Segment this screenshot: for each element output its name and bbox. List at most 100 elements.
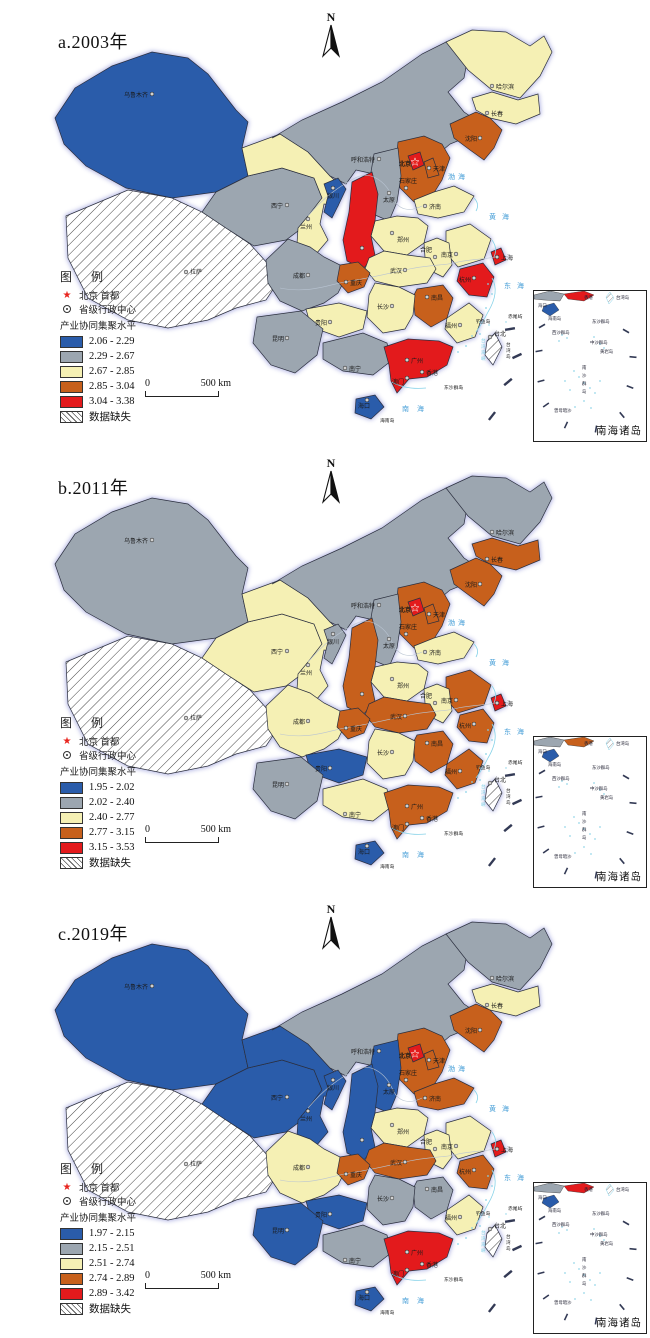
china-map-2003: 渤海 黄海 东海 南海 钓鱼岛 赤尾屿 东沙群岛 海南岛台湾岛台湾海峡乌鲁木齐 拉萨 西宁 兰州 银川… (40, 26, 560, 444)
inset-label: 曾母暗沙 (554, 853, 572, 860)
class-swatch (60, 365, 83, 378)
city-label: 兰州 (300, 669, 312, 677)
city-label: 昆明 (272, 336, 284, 343)
admin-center-icon (60, 305, 74, 313)
legend-title: 图 例 (60, 270, 112, 284)
north-label: N (326, 902, 336, 916)
city-label: 海口 (358, 1294, 370, 1302)
inset-label: 南 (582, 810, 587, 816)
city-label: 昆明 (272, 1228, 284, 1235)
province-陕西 (342, 171, 379, 270)
scale-bar-line (145, 1283, 219, 1289)
city-label: 银川 (327, 1084, 339, 1092)
class-swatch (60, 811, 83, 824)
admin-center-icon (60, 1197, 74, 1205)
inset-label: 台湾岛 (616, 740, 630, 747)
legend-metric-label: 产业协同集聚水平 (60, 1214, 137, 1224)
city-label: 西宁 (271, 648, 283, 656)
north-label: N (326, 456, 336, 470)
north-arrow-icon (321, 24, 341, 58)
city-label: 香港 (426, 1261, 438, 1269)
province-福建 (444, 302, 484, 344)
province-海南 (354, 394, 385, 420)
province-浙江 (456, 1154, 495, 1190)
inset-label: 海口 (538, 302, 547, 309)
missing-swatch (60, 1302, 83, 1315)
inset-label: 沙 (582, 819, 587, 824)
province-广东 (383, 338, 454, 394)
city-label: 武汉 (390, 267, 402, 275)
china-map-svg: 渤海黄海东海南海钓鱼岛赤尾屿东沙群岛海南岛台湾岛台湾海峡乌鲁木齐拉萨西宁兰州银川… (54, 921, 553, 1316)
city-label: 香港 (426, 815, 438, 823)
island-label: 湾 (481, 343, 486, 350)
province-湖北 (364, 250, 437, 288)
city-label: 成都 (293, 1164, 305, 1172)
inset-label: 海南岛 (548, 1207, 562, 1214)
capital-star-icon: ★ (62, 1181, 72, 1193)
inset-label: 香港 (584, 294, 593, 301)
city-label: 澳门 (392, 378, 404, 386)
island-label: 钓鱼岛 (476, 318, 491, 325)
province-西藏 (65, 635, 279, 775)
panel-title: a.2003年 (58, 32, 128, 52)
city-label: 贵阳 (315, 765, 327, 773)
city-label: 海口 (358, 402, 370, 410)
inset-label: 岛 (582, 834, 587, 841)
island-label: 湾 (506, 793, 511, 800)
province-新疆 (54, 497, 249, 645)
inset-label: 西沙群岛 (552, 1221, 570, 1228)
city-label: 长沙 (377, 749, 389, 757)
sea-label: 黄海 (489, 212, 515, 221)
admin-center-icon (60, 751, 74, 759)
city-label: 合肥 (420, 246, 432, 254)
island-label: 台 (506, 787, 511, 794)
province-云南 (252, 1202, 324, 1266)
legend-metric-label: 产业协同集聚水平 (60, 768, 137, 778)
sea-label: 东海 (504, 1173, 530, 1182)
city-label: 郑州 (397, 682, 409, 690)
city-label: 重庆 (350, 1171, 362, 1179)
city-label: 兰州 (300, 1115, 312, 1123)
sea-label: 南海 (402, 404, 432, 413)
south-china-sea-inset: 香港 台湾岛 海口 海南岛 东沙群岛 西沙群岛 中沙群岛 黄岩岛南沙群岛曾母暗沙 南海诸岛 (533, 290, 647, 442)
inset-label: 西沙群岛 (552, 775, 570, 782)
inset-label: 群 (582, 380, 587, 387)
city-label: 拉萨 (190, 268, 202, 276)
province-湖北 (364, 696, 437, 734)
city-label: 北京 (399, 1052, 411, 1060)
missing-swatch (60, 410, 83, 423)
city-label: 杭州 (459, 1168, 471, 1176)
sea-label: 东海 (504, 727, 530, 736)
province-辽宁 (449, 111, 503, 161)
map-panel-2011: b.2011年 N 渤海 黄海 东海 南海 钓鱼岛 赤尾屿 东沙群岛 海南岛台湾岛台湾海峡乌鲁… (0, 446, 650, 892)
city-label: 福州 (445, 322, 457, 330)
city-label: 沈阳 (465, 581, 477, 589)
class-swatch (60, 841, 83, 854)
city-label: 拉萨 (190, 1160, 202, 1168)
province-广西 (322, 778, 392, 822)
panel-title: b.2011年 (58, 478, 129, 498)
class-swatch (60, 350, 83, 363)
legend-class-row: 1.95 - 2.02 (60, 780, 200, 795)
island-label: 台 (506, 1233, 511, 1240)
city-label: 合肥 (420, 1138, 432, 1146)
class-swatch (60, 1242, 83, 1255)
legend-class-row: 2.74 - 2.89 (60, 1271, 200, 1286)
city-label: 武汉 (390, 1159, 402, 1167)
city-label: 长沙 (377, 1195, 389, 1203)
city-label: 上海 (501, 700, 513, 708)
province-重庆 (336, 261, 371, 294)
island-label: 台 (506, 341, 511, 348)
province-黑龙江 (445, 921, 553, 991)
legend-class-row: 3.04 - 3.38 (60, 394, 200, 409)
island-label: 东沙群岛 (444, 830, 463, 837)
city-label: 郑州 (397, 236, 409, 244)
province-西藏 (65, 189, 279, 329)
city-label: 长春 (491, 556, 503, 564)
province-浙江 (456, 708, 495, 744)
province-广西 (322, 1224, 392, 1268)
island-label: 湾 (481, 789, 486, 796)
legend-admin-row: 省级行政中心 (60, 1194, 200, 1208)
